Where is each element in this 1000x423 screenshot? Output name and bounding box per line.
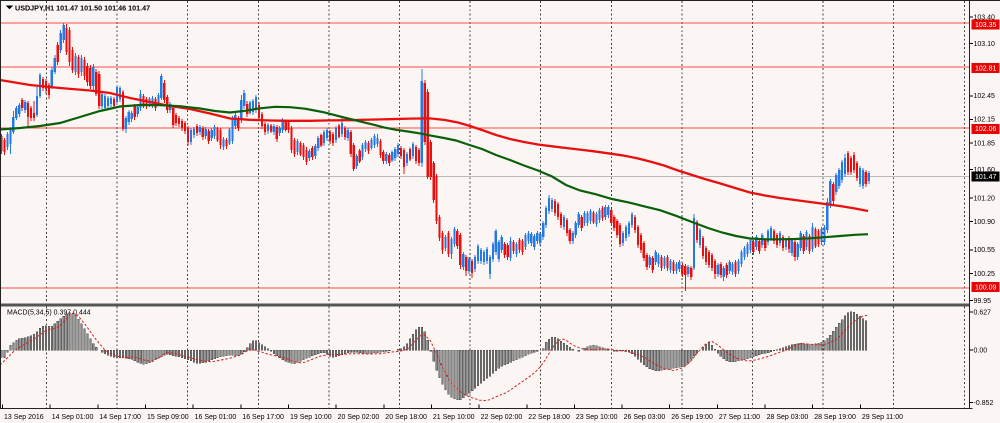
svg-text:26 Sep 19:00: 26 Sep 19:00 [671,414,713,421]
svg-text:23 Sep 10:00: 23 Sep 10:00 [576,414,618,421]
svg-text:-0.852: -0.852 [974,400,994,407]
svg-text:101.20: 101.20 [974,195,996,202]
svg-text:103.10: 103.10 [974,41,996,48]
svg-text:15 Sep 09:00: 15 Sep 09:00 [147,414,189,421]
svg-text:102.45: 102.45 [974,93,996,100]
svg-text:28 Sep 03:00: 28 Sep 03:00 [767,414,809,421]
svg-text:101.60: 101.60 [974,167,996,174]
svg-text:19 Sep 10:00: 19 Sep 10:00 [290,414,332,421]
svg-text:22 Sep 18:00: 22 Sep 18:00 [528,414,570,421]
svg-text:MACD(5,34,5) 0.397 0.444: MACD(5,34,5) 0.397 0.444 [7,310,91,317]
svg-text:21 Sep 10:00: 21 Sep 10:00 [433,414,475,421]
svg-text:0.627: 0.627 [974,309,992,316]
svg-text:22 Sep 02:00: 22 Sep 02:00 [481,414,523,421]
svg-text:26 Sep 03:00: 26 Sep 03:00 [624,414,666,421]
svg-text:103.40: 103.40 [974,14,996,21]
svg-text:USDJPY,H1 101.47 101.50 101.4: USDJPY,H1 101.47 101.50 101.46 101.47 [15,4,150,13]
svg-text:100.55: 100.55 [974,247,996,254]
svg-text:14 Sep 17:00: 14 Sep 17:00 [99,414,141,421]
svg-text:20 Sep 02:00: 20 Sep 02:00 [338,414,380,421]
svg-text:99.95: 99.95 [974,298,992,305]
svg-text:102.81: 102.81 [975,66,997,73]
svg-text:100.09: 100.09 [975,284,997,291]
svg-text:14 Sep 01:00: 14 Sep 01:00 [52,414,94,421]
svg-text:16 Sep 01:00: 16 Sep 01:00 [195,414,237,421]
svg-text:102.15: 102.15 [974,117,996,124]
svg-text:101.85: 101.85 [974,141,996,148]
svg-text:100.25: 100.25 [974,271,996,278]
svg-text:28 Sep 19:00: 28 Sep 19:00 [814,414,856,421]
svg-text:27 Sep 11:00: 27 Sep 11:00 [719,414,760,421]
svg-text:20 Sep 18:00: 20 Sep 18:00 [385,414,427,421]
svg-text:103.35: 103.35 [975,22,997,29]
svg-text:100.90: 100.90 [974,219,996,226]
svg-text:16 Sep 17:00: 16 Sep 17:00 [242,414,284,421]
svg-text:102.06: 102.06 [975,126,997,133]
svg-text:0.00: 0.00 [974,347,988,354]
svg-text:101.47: 101.47 [975,174,997,181]
svg-text:13 Sep 2016: 13 Sep 2016 [4,414,44,421]
svg-text:29 Sep 11:00: 29 Sep 11:00 [862,414,903,421]
